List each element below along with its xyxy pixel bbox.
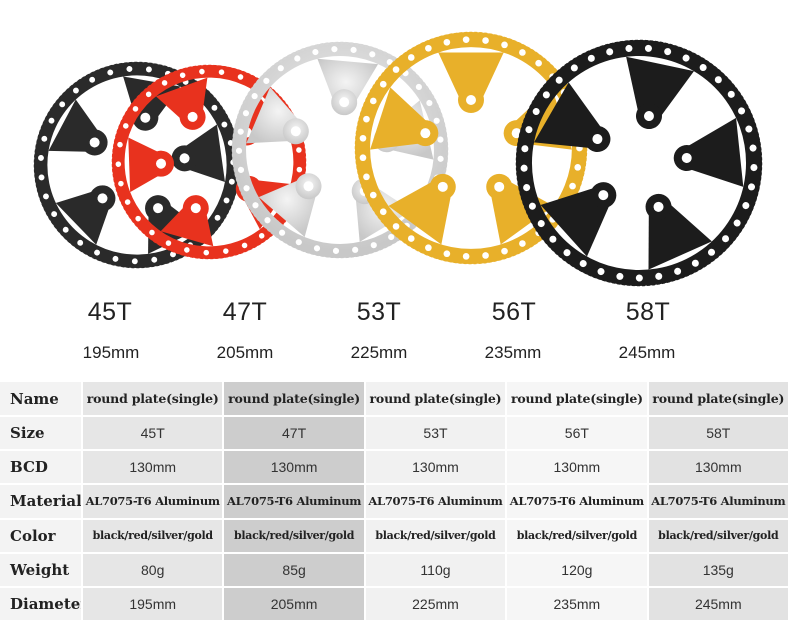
row-label: Material <box>0 484 83 520</box>
size-label-56t: 56T <box>491 298 537 326</box>
table-cell: AL7075-T6 Aluminum <box>82 484 225 520</box>
table-row-bcd: BCD 130mm 130mm 130mm 130mm 130mm <box>0 450 790 486</box>
table-cell: 245mm <box>647 586 790 623</box>
diameter-label-53t: 225mm <box>350 343 408 362</box>
table-cell: round plate(single) <box>364 382 508 418</box>
row-label: Weight <box>0 552 83 588</box>
table-cell: black/red/silver/gold <box>223 518 366 554</box>
row-label: Diameter <box>0 586 83 623</box>
table-cell: round plate(single) <box>223 382 366 418</box>
table-cell: 47T <box>223 416 366 452</box>
table-cell: 195mm <box>82 586 225 623</box>
diameter-label-45t: 195mm <box>82 343 140 362</box>
table-cell: 110g <box>364 552 508 588</box>
table-cell: black/red/silver/gold <box>364 518 508 554</box>
table-cell: 130mm <box>647 450 790 486</box>
table-cell: round plate(single) <box>647 382 790 418</box>
table-cell: AL7075-T6 Aluminum <box>364 484 508 520</box>
table-cell: black/red/silver/gold <box>506 518 649 554</box>
table-cell: 56T <box>506 416 649 452</box>
diameter-label-58t: 245mm <box>618 343 676 362</box>
table-cell: AL7075-T6 Aluminum <box>223 484 366 520</box>
table-cell: 130mm <box>506 450 649 486</box>
table-row-weight: Weight 80g 85g 110g 120g 135g <box>0 552 790 588</box>
row-label: Color <box>0 518 83 554</box>
table-cell: 135g <box>647 552 790 588</box>
table-cell: black/red/silver/gold <box>82 518 225 554</box>
table-cell: round plate(single) <box>506 382 649 418</box>
diameter-label-56t: 235mm <box>484 343 542 362</box>
table-cell: 120g <box>506 552 649 588</box>
table-cell: 45T <box>82 416 225 452</box>
table-cell: 225mm <box>364 586 508 623</box>
table-cell: 58T <box>647 416 790 452</box>
row-label: BCD <box>0 450 83 486</box>
table-cell: AL7075-T6 Aluminum <box>647 484 790 520</box>
size-label-53t: 53T <box>356 298 402 326</box>
row-label: Name <box>0 382 83 418</box>
table-cell: black/red/silver/gold <box>647 518 790 554</box>
row-label: Size <box>0 416 83 452</box>
table-cell: 205mm <box>223 586 366 623</box>
table-row-size: Size 45T 47T 53T 56T 58T <box>0 416 790 452</box>
chainring-58t <box>515 39 763 287</box>
chainring-45t <box>33 61 241 269</box>
table-cell: 235mm <box>506 586 649 623</box>
table-cell: AL7075-T6 Aluminum <box>506 484 649 520</box>
table-row-diameter: Diameter 195mm 205mm 225mm 235mm 245mm <box>0 586 790 623</box>
table-row-material: Material AL7075-T6 Aluminum AL7075-T6 Al… <box>0 484 790 520</box>
spec-table: Name round plate(single) round plate(sin… <box>0 382 790 623</box>
size-label-47t: 47T <box>222 298 268 326</box>
table-cell: 130mm <box>82 450 225 486</box>
diameter-label-47t: 205mm <box>216 343 274 362</box>
chainring-56t <box>354 31 588 265</box>
table-cell: 53T <box>364 416 508 452</box>
chainring-product-photos <box>33 31 763 287</box>
table-row-color: Color black/red/silver/gold black/red/si… <box>0 518 790 554</box>
table-cell: 130mm <box>364 450 508 486</box>
table-row-name: Name round plate(single) round plate(sin… <box>0 382 790 418</box>
table-cell: 85g <box>223 552 366 588</box>
table-cell: 80g <box>82 552 225 588</box>
table-cell: round plate(single) <box>82 382 225 418</box>
size-label-45t: 45T <box>87 298 133 326</box>
table-cell: 130mm <box>223 450 366 486</box>
size-label-58t: 58T <box>625 298 671 326</box>
